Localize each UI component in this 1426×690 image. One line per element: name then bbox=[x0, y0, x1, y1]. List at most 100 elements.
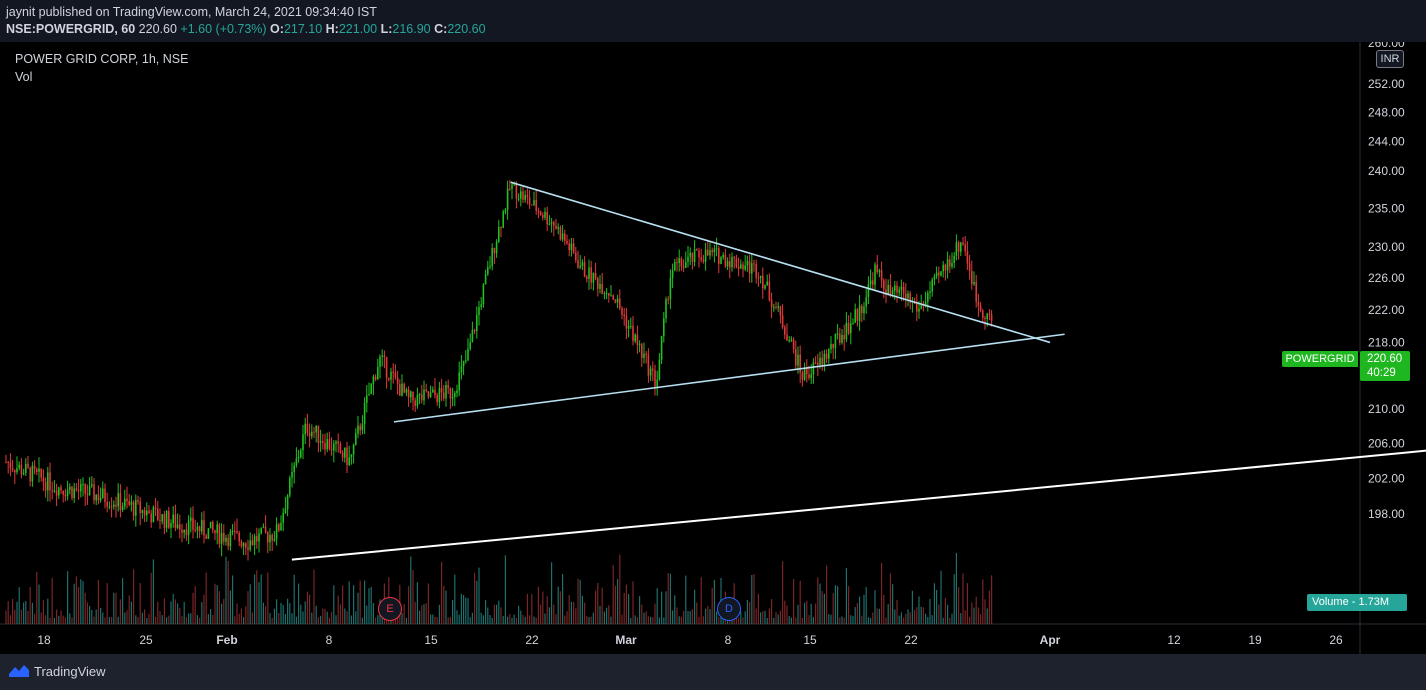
candle-body bbox=[434, 389, 436, 396]
volume-bar bbox=[421, 605, 423, 624]
volume-bar bbox=[634, 615, 636, 624]
tradingview-brand[interactable]: TradingView bbox=[34, 664, 106, 679]
time-axis[interactable]: 18 25 Feb 8 15 22 Mar 8 15 22 Apr 12 19 26 bbox=[37, 633, 1343, 647]
candle-body bbox=[504, 209, 507, 212]
candlesticks[interactable] bbox=[5, 179, 993, 561]
volume-bar bbox=[346, 611, 348, 624]
candle-body bbox=[104, 488, 106, 502]
volume-bar bbox=[42, 600, 44, 624]
price-axis[interactable]: 252.00 248.00 244.00 240.00 235.00 230.00 226.… bbox=[1368, 42, 1405, 521]
candle-body bbox=[399, 384, 401, 396]
currency-button[interactable]: INR bbox=[1376, 50, 1404, 68]
volume-bar bbox=[896, 599, 898, 624]
candle-body bbox=[751, 263, 753, 274]
candle-body bbox=[682, 266, 685, 268]
candle-body bbox=[854, 309, 856, 323]
volume-bar bbox=[469, 617, 471, 624]
volume-bar bbox=[925, 613, 927, 624]
volume-bar bbox=[933, 583, 935, 624]
volume-bar bbox=[227, 560, 229, 624]
tradingview-logo-icon[interactable] bbox=[8, 662, 30, 680]
volume-bar bbox=[795, 617, 797, 624]
candle-body bbox=[456, 390, 458, 394]
symbol-info-line: NSE:POWERGRID, 60 220.60 +1.60 (+0.73%) … bbox=[6, 22, 486, 36]
volume-bar bbox=[592, 612, 594, 624]
volume-bar bbox=[815, 603, 817, 624]
candle-body bbox=[478, 307, 480, 315]
candle-body bbox=[115, 504, 117, 507]
candle-body bbox=[722, 254, 724, 258]
candle-body bbox=[476, 314, 478, 332]
volume-bar bbox=[958, 587, 960, 624]
trendlines[interactable] bbox=[291, 181, 1426, 561]
volume-bar bbox=[89, 605, 91, 624]
volume-bar bbox=[29, 587, 31, 624]
volume-bar bbox=[247, 591, 249, 624]
candle-body bbox=[542, 215, 544, 218]
candle-body bbox=[487, 267, 489, 275]
volume-bar bbox=[753, 574, 755, 624]
earnings-event-marker[interactable]: E bbox=[378, 597, 402, 621]
candle-body bbox=[907, 293, 909, 299]
price-tick-label: 198.00 bbox=[1368, 507, 1405, 521]
price-tick-label: 226.00 bbox=[1368, 271, 1405, 285]
dividend-event-marker[interactable]: D bbox=[717, 597, 741, 621]
volume-bar bbox=[771, 598, 773, 624]
volume-bar bbox=[265, 606, 267, 624]
candle-body bbox=[269, 534, 271, 543]
volume-bar bbox=[568, 594, 570, 624]
volume-bar bbox=[716, 611, 718, 624]
candle-body bbox=[894, 285, 896, 291]
candle-body bbox=[429, 392, 432, 398]
candle-body bbox=[713, 248, 716, 253]
candle-body bbox=[493, 247, 496, 254]
volume-bar bbox=[150, 572, 152, 624]
volume-bar bbox=[260, 574, 262, 624]
volume-bar bbox=[84, 592, 86, 624]
volume-bar bbox=[874, 590, 876, 624]
ticker-label[interactable]: NSE:POWERGRID, 60 bbox=[6, 22, 136, 36]
time-tick-label: 22 bbox=[904, 633, 918, 647]
volume-bar bbox=[788, 616, 790, 624]
candle-body bbox=[869, 280, 872, 285]
candle-body bbox=[121, 506, 124, 510]
volume-bar bbox=[163, 598, 165, 624]
candle-body bbox=[64, 494, 67, 497]
candle-body bbox=[333, 443, 335, 451]
volume-bar bbox=[405, 617, 407, 624]
candle-body bbox=[88, 486, 91, 496]
candle-body bbox=[614, 299, 617, 303]
candle-body bbox=[350, 454, 353, 458]
candle-body bbox=[117, 493, 119, 507]
legend-title: POWER GRID CORP, 1h, NSE bbox=[15, 52, 189, 66]
candle-body bbox=[654, 370, 656, 387]
volume-bar bbox=[625, 584, 627, 624]
candle-body bbox=[581, 262, 584, 266]
candle-body bbox=[821, 357, 823, 365]
candle-body bbox=[225, 537, 227, 542]
candle-body bbox=[38, 468, 40, 472]
volume-bar bbox=[672, 610, 674, 624]
volume-bar bbox=[705, 608, 707, 624]
volume-bar bbox=[584, 602, 586, 624]
volume-bar bbox=[223, 598, 225, 624]
candle-body bbox=[733, 257, 735, 259]
candle-body bbox=[680, 258, 683, 267]
volume-bar bbox=[845, 568, 847, 624]
volume-bar bbox=[929, 598, 931, 624]
volume-bar bbox=[284, 614, 286, 624]
candle-body bbox=[885, 289, 887, 295]
candle-body bbox=[7, 461, 9, 463]
volume-bar bbox=[980, 614, 982, 624]
volume-bar bbox=[900, 612, 902, 624]
price-chart[interactable]: 252.00 248.00 244.00 240.00 235.00 230.00 226.… bbox=[0, 42, 1426, 654]
candle-body bbox=[583, 262, 586, 277]
volume-bar bbox=[894, 609, 896, 624]
candle-body bbox=[834, 333, 837, 349]
candle-body bbox=[383, 355, 386, 358]
candle-body bbox=[847, 322, 850, 334]
candle-body bbox=[99, 497, 102, 501]
volume-bar bbox=[749, 601, 751, 624]
volume-bar bbox=[199, 617, 201, 624]
volume-bar bbox=[623, 592, 625, 624]
